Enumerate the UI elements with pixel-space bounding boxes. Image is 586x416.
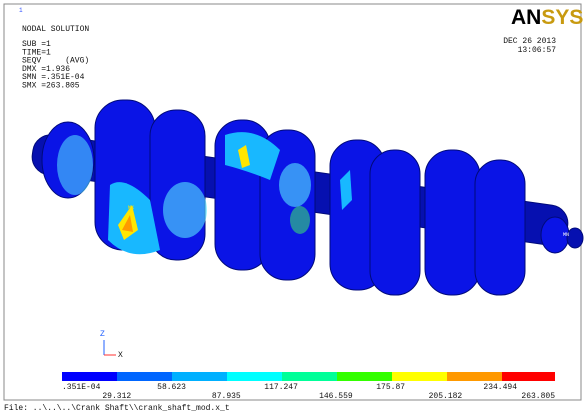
title: NODAL SOLUTION xyxy=(22,25,89,34)
color-bar xyxy=(62,372,555,381)
legend-label: 263.805 xyxy=(521,392,555,401)
logo: ANSYS xyxy=(511,6,583,29)
time: 13:06:57 xyxy=(518,46,557,55)
legend-label: 29.312 xyxy=(102,392,131,401)
legend-label: 205.182 xyxy=(429,392,463,401)
triad-x: X xyxy=(118,351,123,360)
page: {"header": {"index": "1", "title": "NODA… xyxy=(0,0,586,416)
triad-z: Z xyxy=(100,330,105,339)
legend-label: 58.623 xyxy=(157,383,186,392)
legend-label: 146.559 xyxy=(319,392,353,401)
screenshot: 1 NODAL SOLUTION SUB =1TIME=1SEQV (AVG)D… xyxy=(0,0,586,416)
min-label: MN xyxy=(563,232,569,238)
window-index: 1 xyxy=(19,7,23,14)
file-path: File: ..\..\..\Crank Shaft\\crank_shaft_… xyxy=(4,404,230,413)
legend-label: 117.247 xyxy=(264,383,298,392)
legend-label: 87.935 xyxy=(212,392,241,401)
legend-label: 234.494 xyxy=(483,383,517,392)
legend-label: 175.87 xyxy=(376,383,405,392)
max-label: MX xyxy=(128,205,134,211)
legend-label: .351E-04 xyxy=(62,383,101,392)
date: DEC 26 2013 xyxy=(503,37,556,46)
info-line: SMX =263.805 xyxy=(22,82,80,91)
